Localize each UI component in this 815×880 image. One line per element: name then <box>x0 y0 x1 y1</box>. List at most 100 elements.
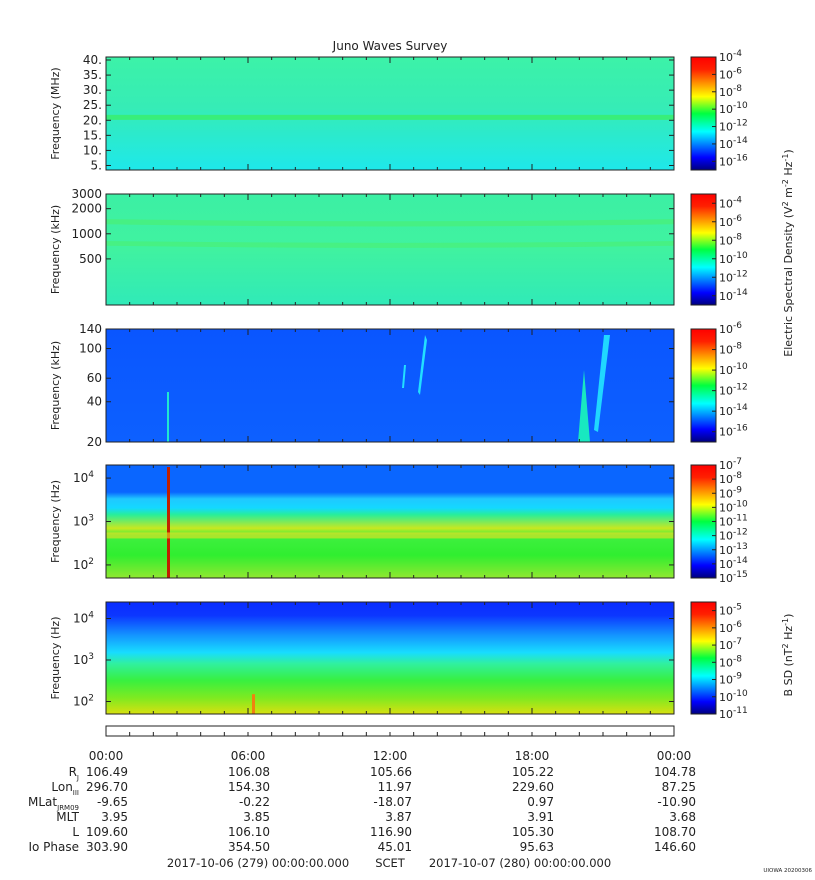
colorbar-tick-base: 10 <box>719 674 733 687</box>
burst-c <box>578 370 590 442</box>
ephemeris-value: 0.97 <box>527 795 554 809</box>
ephemeris-value: 105.30 <box>512 825 554 839</box>
colorbar-scale <box>690 56 717 171</box>
colorbar-tick-label: 10-15 <box>719 570 748 585</box>
colorbar-tick-label: 10-14 <box>719 136 748 151</box>
colorbar-tick-exp: -10 <box>733 251 748 261</box>
ephemeris-value: -10.90 <box>657 795 696 809</box>
colorbar-tick-exp: -16 <box>733 153 748 163</box>
ephemeris-value: 303.90 <box>86 840 128 854</box>
colorbar-tick-exp: -8 <box>733 232 742 242</box>
colorbar-tick-exp: -15 <box>733 570 748 580</box>
colorbar-tick-label: 10-7 <box>719 457 742 472</box>
colorbar-tick-exp: -10 <box>733 499 748 509</box>
colorbar-tick-label: 10-7 <box>719 637 742 652</box>
ephemeris-row-name: MLat <box>28 795 57 809</box>
y-tick-label: 102 <box>73 557 94 572</box>
colorbar-tick-exp: -8 <box>733 471 742 481</box>
colorbar-tick-base: 10 <box>719 708 733 721</box>
y-tick-base: 10 <box>73 471 88 485</box>
colorbar-tick-label: 10-9 <box>719 672 742 687</box>
burst-a <box>418 335 427 395</box>
panel-1: 40.35.30.25.20.15.10.5. Frequency (MHz) <box>49 53 675 172</box>
ephemeris-row-name: R <box>69 765 77 779</box>
cbl1-b: Hz <box>782 626 795 644</box>
scet-label: SCET <box>375 856 406 870</box>
start-time-label: 2017-10-06 (279) 00:00:00.000 <box>167 856 349 870</box>
colorbar-tick-label: 10-4 <box>719 49 742 64</box>
colorbar-tick-base: 10 <box>719 271 733 284</box>
y-tick-label: 15. <box>83 128 102 142</box>
colorbar-tick-exp: -8 <box>733 654 742 664</box>
colorbar-tick-exp: -12 <box>733 119 748 129</box>
time-tick-label: 12:00 <box>373 749 408 763</box>
colorbar-tick-label: 10-6 <box>719 321 742 336</box>
colorbar-tick-label: 10-12 <box>719 269 748 284</box>
ephemeris-value: -18.07 <box>373 795 412 809</box>
ephemeris-value: 154.30 <box>228 780 270 794</box>
ephemeris-value: 105.66 <box>370 765 412 779</box>
ephemeris-value: 106.08 <box>228 765 270 779</box>
ephemeris-value: -0.22 <box>239 795 270 809</box>
y-tick-base: 10 <box>73 653 88 667</box>
ephemeris-value: 116.90 <box>370 825 412 839</box>
cbl0-c: Hz <box>782 161 795 179</box>
ephemeris-row-name: L <box>72 825 79 839</box>
colorbar-tick-base: 10 <box>719 473 733 486</box>
y-tick-label: 104 <box>73 470 94 485</box>
colorbar-tick-label: 10-8 <box>719 342 742 357</box>
y-tick-label: 100 <box>79 342 102 356</box>
colorbar-tick-exp: -14 <box>733 288 748 298</box>
colorbar-tick-base: 10 <box>719 155 733 168</box>
y-tick-exp: 4 <box>88 611 94 621</box>
cbl0-d: ) <box>782 149 795 153</box>
colorbar-tick-base: 10 <box>719 426 733 439</box>
colorbar-tick-exp: -12 <box>733 269 748 279</box>
cbl0-b: m <box>782 187 795 201</box>
colorbar-tick-exp: -12 <box>733 528 748 538</box>
ephemeris-value: 354.50 <box>228 840 270 854</box>
colorbar-tick-exp: -9 <box>733 672 742 682</box>
colorbar-tick-base: 10 <box>719 216 733 229</box>
ephemeris-table: RJ 106.49 106.08 105.66 105.22 104.78 LonIII 29… <box>28 765 696 854</box>
colorbar-tick-exp: -7 <box>733 457 742 467</box>
colorbar-tick-label: 10-11 <box>719 514 748 529</box>
y-tick-base: 10 <box>73 695 88 709</box>
colorbar-tick-base: 10 <box>719 572 733 585</box>
y-tick-label: 10. <box>83 143 102 157</box>
y-tick-label: 140 <box>79 322 102 336</box>
colorbar-tick-label: 10-6 <box>719 620 742 635</box>
y-axis-label: Frequency (MHz) <box>49 67 62 159</box>
y-tick-label: 3000 <box>71 187 102 201</box>
colorbar-tick-exp: -4 <box>733 49 742 59</box>
colorbar-tick-label: 10-13 <box>719 542 748 557</box>
band-750khz <box>106 240 674 248</box>
colorbar-tick-label: 10-12 <box>719 119 748 134</box>
spectrogram-1 <box>106 57 674 170</box>
y-tick-base: 10 <box>73 515 88 529</box>
time-tick-label: 06:00 <box>231 749 266 763</box>
y-tick-label: 103 <box>73 514 94 529</box>
y-tick-label: 30. <box>83 83 102 97</box>
colorbar-tick-base: 10 <box>719 605 733 618</box>
colorbar-tick-label: 10-8 <box>719 471 742 486</box>
y-tick-exp: 3 <box>88 652 94 662</box>
colorbar-tick-label: 10-12 <box>719 383 748 398</box>
colorbar-tick-exp: -14 <box>733 403 748 413</box>
y-tick-label: 25. <box>83 98 102 112</box>
colorbar-tick-label: 10-16 <box>719 424 748 439</box>
y-tick-label: 20 <box>87 435 102 449</box>
colorbar-tick-label: 10-14 <box>719 288 748 303</box>
colorbar-tick-label: 10-6 <box>719 214 742 229</box>
colorbar-tick-base: 10 <box>719 487 733 500</box>
y-tick-label: 5. <box>91 158 102 172</box>
colorbar-tick-exp: -9 <box>733 485 742 495</box>
spectrogram-5 <box>106 602 674 714</box>
ephemeris-row-label: LonIII <box>51 780 79 797</box>
colorbar-tick-base: 10 <box>719 197 733 210</box>
ephemeris-value: 3.95 <box>101 810 128 824</box>
colorbar-tick-label: 10-16 <box>719 153 748 168</box>
